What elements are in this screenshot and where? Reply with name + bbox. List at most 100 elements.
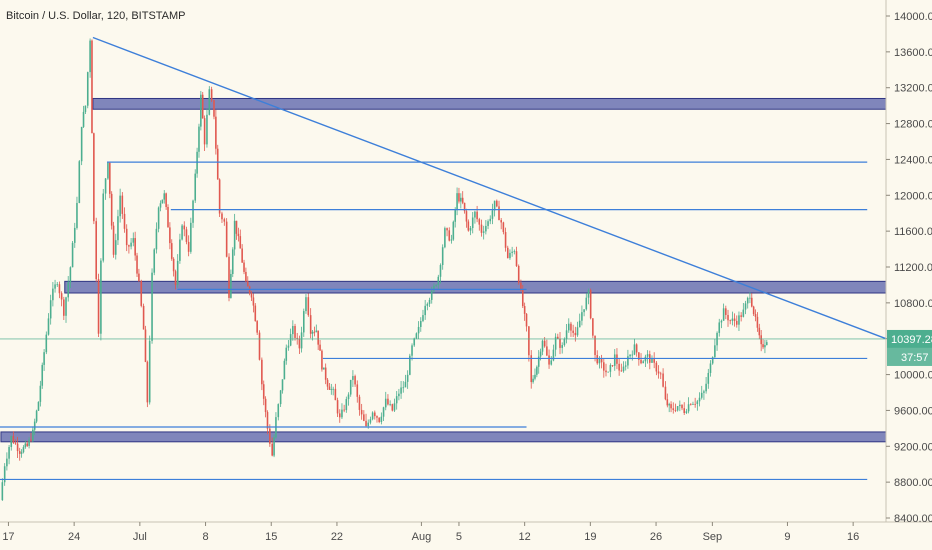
candle-body bbox=[546, 346, 548, 356]
candle-body bbox=[258, 332, 261, 360]
candle-body bbox=[489, 218, 492, 222]
candle-body bbox=[12, 436, 15, 443]
candle-body bbox=[181, 225, 183, 240]
candle-body bbox=[679, 404, 681, 407]
candle-body bbox=[536, 366, 538, 375]
candle-body bbox=[485, 225, 487, 232]
candle-body bbox=[672, 408, 675, 411]
price-tick-label: 14000.00 bbox=[894, 11, 932, 23]
candle-body bbox=[653, 358, 655, 363]
candle-body bbox=[572, 330, 574, 333]
candle-body bbox=[86, 72, 89, 106]
candle-body bbox=[525, 313, 528, 327]
candle-body bbox=[446, 228, 448, 231]
candle-body bbox=[622, 366, 625, 372]
candle-body bbox=[709, 363, 712, 373]
candle-body bbox=[532, 378, 534, 383]
candle-body bbox=[233, 220, 236, 250]
candle-body bbox=[523, 306, 526, 314]
candle-body bbox=[41, 364, 44, 386]
candle-body bbox=[250, 292, 253, 298]
candle-body bbox=[552, 349, 555, 361]
candle-body bbox=[307, 297, 310, 316]
candle-body bbox=[738, 315, 740, 325]
candle-body bbox=[509, 252, 511, 259]
candle-body bbox=[618, 363, 620, 371]
candle-body bbox=[373, 412, 376, 417]
candle-body bbox=[283, 360, 286, 380]
candle-body bbox=[82, 111, 85, 127]
candle-body bbox=[740, 315, 742, 317]
candle-body bbox=[356, 384, 359, 397]
candle-body bbox=[102, 193, 105, 261]
candle-body bbox=[192, 200, 194, 223]
candle-body bbox=[627, 356, 629, 366]
candle-body bbox=[550, 360, 553, 365]
candle-body bbox=[311, 331, 314, 334]
candle-body bbox=[292, 325, 294, 335]
candle-body bbox=[694, 403, 696, 405]
candle-body bbox=[95, 221, 98, 280]
candle-body bbox=[365, 420, 367, 427]
candle-body bbox=[136, 255, 138, 274]
candle-body bbox=[515, 251, 518, 266]
axes-layer bbox=[0, 0, 932, 523]
candle-body bbox=[185, 229, 188, 242]
candle-body bbox=[413, 338, 416, 346]
candle-body bbox=[498, 206, 500, 221]
candle-body bbox=[319, 344, 321, 351]
candle-body bbox=[252, 297, 255, 306]
candle-body bbox=[754, 314, 757, 317]
candle-body bbox=[235, 220, 238, 234]
candle-body bbox=[313, 331, 316, 333]
candle-body bbox=[341, 409, 343, 418]
candle-body bbox=[583, 309, 585, 313]
candle-body bbox=[294, 325, 296, 338]
candle-body bbox=[487, 221, 489, 226]
candle-body bbox=[215, 116, 217, 149]
candle-body bbox=[6, 458, 8, 467]
candle-body bbox=[165, 193, 167, 207]
candle-body bbox=[521, 290, 524, 307]
candle-body bbox=[528, 326, 530, 356]
candle-body bbox=[662, 373, 664, 387]
candle-body bbox=[190, 222, 192, 252]
candle-body bbox=[30, 439, 32, 441]
candle-body bbox=[159, 203, 162, 208]
candle-body bbox=[471, 217, 474, 229]
trendline bbox=[92, 36, 887, 340]
candle-body bbox=[14, 442, 17, 444]
candle-body bbox=[605, 370, 607, 373]
candle-body bbox=[714, 345, 716, 358]
candle-body bbox=[539, 351, 542, 357]
candle-body bbox=[563, 339, 566, 346]
candle-body bbox=[317, 330, 319, 345]
candle-body bbox=[387, 398, 389, 405]
time-tick-label: 9 bbox=[784, 531, 790, 543]
candle-body bbox=[722, 308, 725, 321]
candle-body bbox=[206, 114, 208, 145]
candle-body bbox=[97, 279, 100, 334]
candle-body bbox=[10, 436, 13, 448]
candle-body bbox=[264, 398, 267, 413]
candle-body bbox=[138, 273, 140, 281]
candle-body bbox=[629, 354, 631, 357]
time-tick-label: 8 bbox=[202, 531, 208, 543]
candle-body bbox=[666, 399, 669, 406]
candle-body bbox=[676, 406, 679, 411]
candle-body bbox=[415, 333, 418, 339]
time-tick-label: 26 bbox=[650, 531, 662, 543]
candle-body bbox=[84, 105, 87, 112]
candle-body bbox=[330, 388, 333, 390]
candle-body bbox=[67, 282, 70, 298]
candle-body bbox=[22, 447, 25, 453]
candle-body bbox=[762, 344, 764, 348]
candle-body bbox=[157, 207, 160, 229]
candle-body bbox=[349, 379, 352, 395]
candle-body bbox=[167, 206, 169, 228]
drawing-lines-layer bbox=[0, 36, 887, 481]
candle-body bbox=[28, 439, 30, 446]
candle-body bbox=[144, 329, 147, 362]
